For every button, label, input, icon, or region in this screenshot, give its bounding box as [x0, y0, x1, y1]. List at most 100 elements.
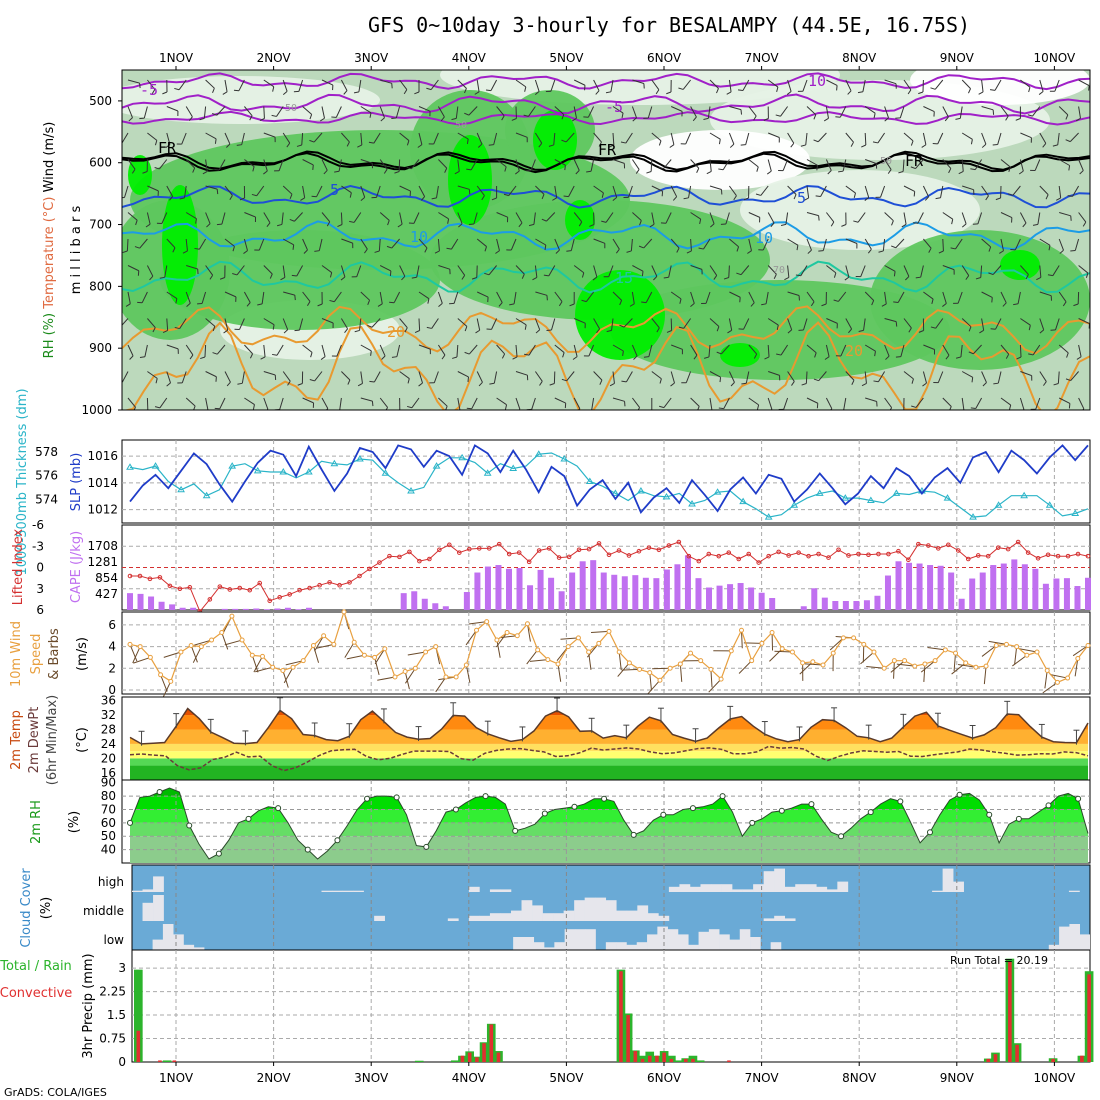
lifted-marker	[1085, 553, 1091, 559]
wind-barb	[863, 318, 866, 331]
wind-barb	[738, 660, 753, 674]
wind-barb-feather	[326, 221, 331, 227]
wind-barb	[903, 371, 914, 380]
rh-ylabel: 2m RH	[29, 800, 44, 844]
wind-barb	[981, 318, 985, 331]
precip-legend-total: Total / Rain	[0, 959, 72, 974]
cape-tick-label: 854	[95, 571, 118, 585]
wind-barb	[321, 397, 329, 409]
wind-speed-marker	[474, 627, 480, 633]
wind-barb-feather	[692, 116, 697, 122]
wind-barb	[762, 238, 769, 251]
wind-barb	[880, 185, 886, 198]
wind-barb	[554, 397, 566, 404]
lifted-marker	[876, 551, 881, 557]
cape-bar	[484, 566, 491, 610]
wind-barb-feather	[154, 406, 161, 409]
wind-barb-feather	[458, 223, 463, 228]
wind-barb-feather	[975, 276, 981, 280]
cloud-bar	[142, 902, 154, 921]
wind-barb	[302, 159, 314, 166]
wind-barb-feather	[129, 355, 134, 360]
wind-barb	[915, 397, 924, 408]
temp-ylabel-text: (6hr Min/Max)	[45, 695, 60, 785]
cape-bar	[600, 572, 607, 610]
wind-barb-feather	[1082, 408, 1085, 410]
wind-barb	[508, 185, 517, 196]
wind-barb	[143, 106, 148, 119]
precip-tick-label: 2.25	[99, 985, 126, 999]
wind-barb-feather	[445, 405, 448, 410]
wind-barb-feather	[179, 197, 185, 200]
wind-barb	[294, 212, 303, 222]
wind-barb-feather	[134, 246, 140, 249]
wind-barb	[839, 106, 847, 118]
wind-barb-feather	[1067, 195, 1073, 197]
wind-barb	[884, 291, 887, 304]
slp-tick-label: 1016	[87, 449, 118, 463]
wind-barb	[942, 344, 950, 356]
wind-barb-feather	[621, 380, 627, 383]
lifted-marker	[726, 550, 732, 555]
cloud-bar	[183, 944, 195, 950]
wind-barb	[902, 159, 905, 172]
wind-barb	[164, 265, 168, 278]
wind-barb	[992, 265, 1002, 275]
wind-barb	[471, 397, 478, 409]
cloud-bar	[750, 937, 761, 950]
wind-speed-marker	[993, 642, 999, 648]
lifted-marker	[1015, 539, 1021, 545]
wind-barb	[353, 212, 362, 223]
wind-barb-feather	[1028, 87, 1031, 93]
wind-barb	[510, 238, 517, 251]
wind-barb-feather	[406, 140, 410, 146]
wind-speed-marker	[453, 674, 459, 680]
wind-barb	[379, 212, 390, 221]
wind-barb-feather	[151, 89, 156, 95]
wind-barb	[845, 371, 855, 381]
wind-barb	[818, 371, 827, 382]
wind-barb-feather	[988, 272, 994, 276]
wind-barb-feather	[713, 275, 718, 280]
cape-bar	[1074, 586, 1081, 610]
wind-barb	[605, 212, 614, 223]
wind-barb-feather	[538, 142, 543, 148]
wind-barb-feather	[272, 353, 278, 356]
lifted-marker	[576, 547, 582, 553]
wind-barb-feather	[367, 324, 373, 328]
wind-barb	[915, 159, 924, 169]
wind-barb-feather	[307, 301, 311, 307]
wind-barb	[1039, 371, 1047, 382]
wind-barb	[515, 212, 523, 224]
wind-speed-marker	[524, 621, 530, 627]
cloud-bar	[679, 884, 691, 892]
precip-convective-bar	[467, 1052, 472, 1062]
wind-barb	[241, 371, 245, 384]
wind-barb	[625, 132, 633, 144]
wind-barb	[632, 265, 644, 272]
wind-barb-feather	[901, 223, 907, 228]
wind-barb	[256, 185, 265, 197]
wind-barb	[877, 371, 886, 383]
wind-barb	[650, 159, 653, 172]
wind-barb	[709, 79, 719, 89]
wind-barb-feather	[864, 197, 870, 201]
wind-barb-feather	[139, 83, 141, 89]
wind-barb-feather	[431, 197, 437, 200]
wind-barb-feather	[718, 139, 721, 145]
wind-barb	[399, 212, 403, 225]
wind-barb	[840, 344, 847, 357]
wind-barb-feather	[515, 170, 520, 175]
wind-speed-marker	[606, 628, 612, 634]
wind-barb	[416, 265, 420, 278]
wind-barb-feather	[1015, 118, 1021, 121]
wind-speed-marker	[626, 660, 632, 666]
cape-bar	[137, 593, 144, 610]
cloud-bar	[173, 934, 184, 950]
wind-barb-feather	[175, 298, 178, 304]
wind-tick-label: 2	[108, 661, 116, 675]
wind-barb	[186, 265, 198, 270]
wind-barb-feather	[1018, 170, 1024, 175]
wind-barb-feather	[990, 328, 996, 330]
wind-barb	[396, 344, 401, 357]
